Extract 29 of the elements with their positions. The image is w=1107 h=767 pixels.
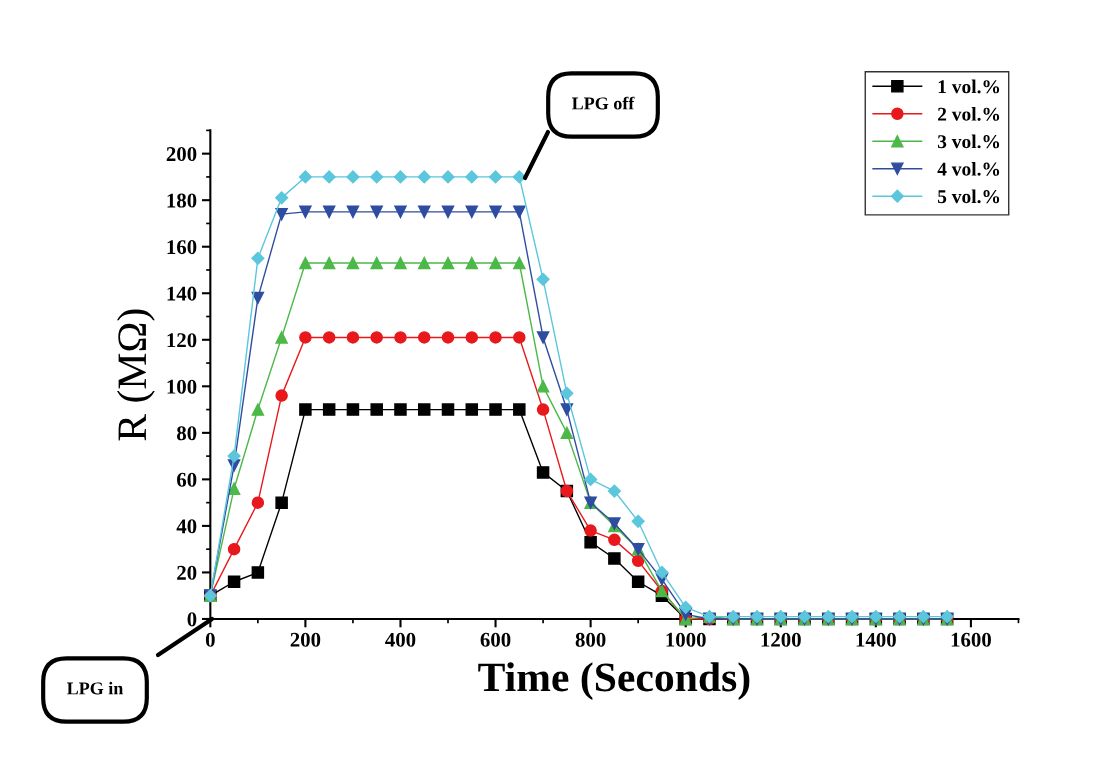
y-tick-label: 80: [177, 426, 197, 441]
x-tick-label: 600: [480, 632, 511, 647]
y-tick-label: 100: [167, 379, 197, 394]
x-tick-label: 1600: [951, 632, 991, 647]
x-tick-label: 1400: [856, 632, 896, 647]
x-tick-label: 400: [385, 632, 416, 647]
x-tick-label: 200: [290, 632, 321, 647]
y-tick-label: 180: [167, 193, 197, 208]
x-tick-label: 800: [575, 632, 606, 647]
y-tick-label: 20: [177, 565, 197, 580]
y-tick-label: 200: [166, 147, 197, 162]
text: LPG in: [66, 681, 124, 695]
legend-label: 3 vol.%: [937, 134, 1000, 149]
y-tick-label: 160: [167, 240, 197, 255]
y-tick-label: 0: [187, 612, 197, 627]
x-tick-label: 0: [205, 632, 215, 647]
legend-label: 5 vol.%: [937, 189, 1000, 204]
y-tick-label: 140: [167, 286, 197, 301]
y-tick-label: 120: [167, 333, 197, 348]
y-tick-label: 40: [176, 519, 197, 534]
legend-label: 4 vol.%: [937, 162, 1000, 176]
x-tick-label: 1200: [761, 632, 801, 647]
x-tick-label: 1000: [666, 632, 706, 647]
x-axis-title: Time (Seconds): [478, 662, 750, 700]
legend-label: 2 vol.%: [938, 107, 1000, 121]
y-tick-label: 60: [177, 472, 197, 487]
y-axis-title: R (MΩ): [116, 309, 155, 441]
legend-label: 1 vol.%: [938, 79, 1000, 94]
text: LPG off: [571, 96, 635, 110]
